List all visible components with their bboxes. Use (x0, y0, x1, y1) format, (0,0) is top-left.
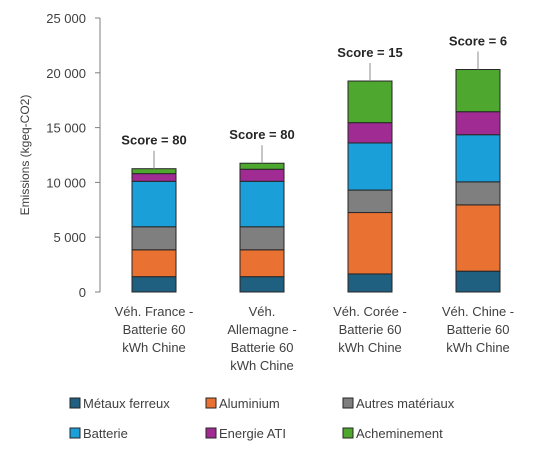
legend-swatch (69, 397, 81, 409)
legend-label: Métaux ferreux (83, 396, 170, 411)
bar-segment (239, 168, 285, 182)
score-annotation: Score = 15 (337, 45, 402, 60)
bar-segment (347, 189, 393, 214)
y-tick-label: 25 000 (46, 11, 86, 26)
score-annotation: Score = 6 (449, 34, 507, 49)
x-category-line: Véh. (249, 304, 276, 319)
bar-segment (455, 111, 501, 136)
score-annotations: Score = 80 Score = 80 Score = 15 Score = 6 (121, 34, 507, 169)
bar-segment (131, 249, 177, 278)
legend: Métaux ferreux Aluminium Autres matériaux B… (69, 396, 455, 441)
bars (131, 69, 501, 293)
x-axis-categories: Véh. France - Batterie 60 kWh Chine Véh. All… (115, 304, 515, 373)
bar-segment (131, 180, 177, 228)
x-category-label: Véh. Chine - Batterie 60 kWh Chine (442, 304, 514, 355)
y-tick-label: 15 000 (46, 121, 86, 136)
legend-swatch (69, 427, 81, 439)
x-category-line: Véh. Chine - (442, 304, 514, 319)
bar-segment (347, 273, 393, 293)
legend-swatch (205, 427, 217, 439)
legend-label: Energie ATI (219, 426, 286, 441)
x-category-line: kWh Chine (122, 340, 186, 355)
y-axis-label: Emissions (kgeq-CO2) (18, 95, 32, 216)
legend-swatch (342, 397, 354, 409)
x-category-line: Véh. France - (115, 304, 194, 319)
bar-segment (239, 226, 285, 251)
bar-segment (131, 226, 177, 251)
y-tick-label: 20 000 (46, 66, 86, 81)
score-annotation: Score = 80 (121, 133, 186, 148)
legend-label: Autres matériaux (356, 396, 455, 411)
bar-segment (455, 69, 501, 113)
bar-segment (347, 80, 393, 124)
x-category-label: Véh. France - Batterie 60 kWh Chine (115, 304, 194, 355)
x-category-line: kWh Chine (230, 358, 294, 373)
legend-label: Acheminement (356, 426, 443, 441)
bar-segment (455, 270, 501, 293)
y-axis: 0 5 000 10 000 15 000 20 000 25 000 (46, 11, 101, 300)
bar-segment (239, 276, 285, 293)
y-tick-label: 5 000 (53, 230, 86, 245)
x-category-line: Batterie 60 (231, 340, 294, 355)
legend-label: Batterie (83, 426, 128, 441)
bar-segment (455, 181, 501, 206)
x-category-line: Allemagne - (227, 322, 296, 337)
y-tick-label: 0 (79, 285, 86, 300)
bar-segment (455, 134, 501, 183)
score-annotation: Score = 80 (229, 127, 294, 142)
bar-segment (239, 162, 285, 170)
bar-segment (131, 168, 177, 175)
legend-label: Aluminium (219, 396, 280, 411)
y-tick-label: 10 000 (46, 175, 86, 190)
x-category-line: kWh Chine (338, 340, 402, 355)
x-category-label: Véh. Corée - Batterie 60 kWh Chine (333, 304, 407, 355)
bar-segment (347, 122, 393, 144)
x-category-label: Véh. Allemagne - Batterie 60 kWh Chine (227, 304, 296, 373)
bar-segment (131, 276, 177, 293)
x-category-line: Batterie 60 (123, 322, 186, 337)
x-category-line: Batterie 60 (447, 322, 510, 337)
x-category-line: Batterie 60 (339, 322, 402, 337)
bar-segment (455, 204, 501, 272)
legend-swatch (342, 427, 354, 439)
bar-segment (131, 173, 177, 182)
bar-segment (239, 180, 285, 228)
bar-segment (347, 142, 393, 191)
legend-swatch (205, 397, 217, 409)
bar-segment (347, 212, 393, 275)
x-category-line: kWh Chine (446, 340, 510, 355)
x-category-line: Véh. Corée - (333, 304, 407, 319)
bar-segment (239, 249, 285, 278)
